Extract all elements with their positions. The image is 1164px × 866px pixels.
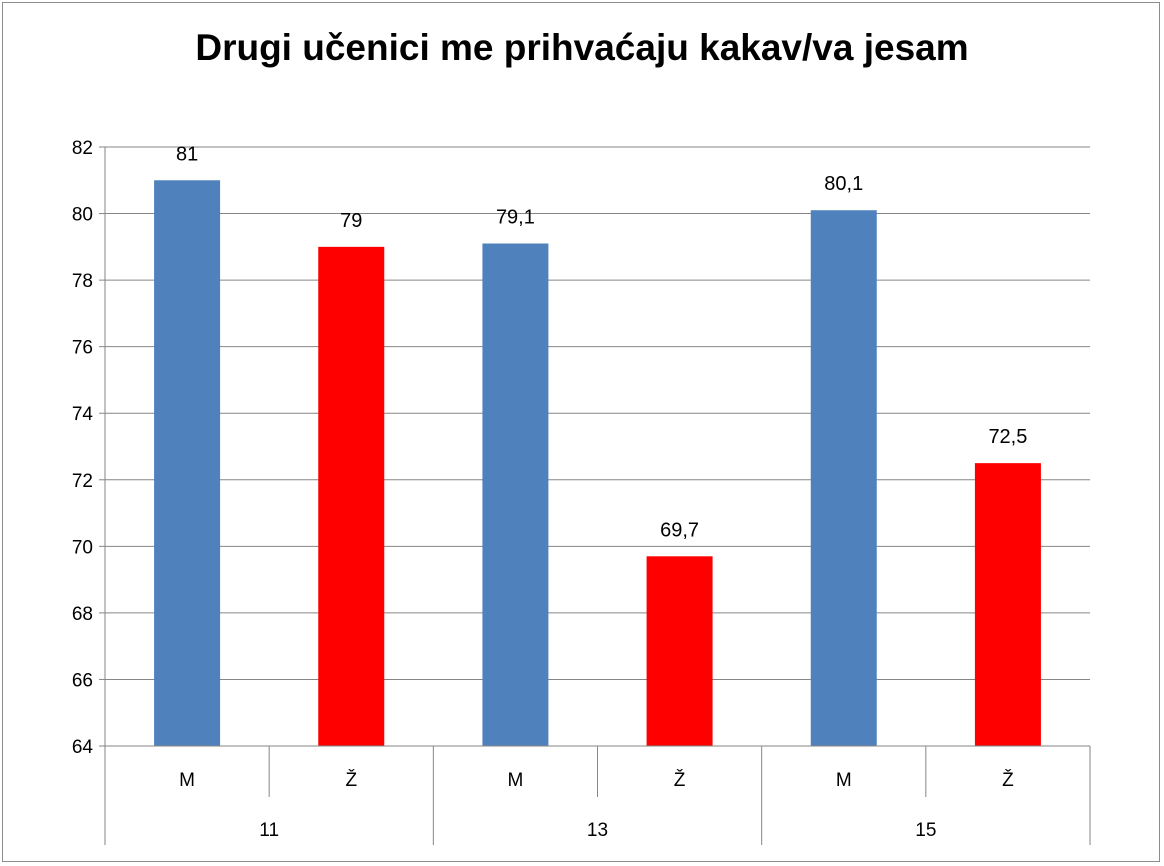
x-category-label: M [836, 770, 852, 791]
data-label: 79 [340, 210, 362, 232]
y-tick-label: 76 [72, 338, 93, 359]
y-tick-label: 64 [72, 737, 94, 758]
bar-13-M [482, 243, 549, 746]
chart-title: Drugi učenici me prihvaćaju kakav/va jes… [195, 27, 968, 68]
bar-11-M [154, 180, 221, 746]
x-category-label: Ž [1002, 769, 1014, 791]
bar-15-Ž [974, 463, 1041, 746]
gridlines [105, 146, 1090, 747]
data-label: 80,1 [824, 173, 863, 195]
x-group-label: 13 [587, 820, 608, 841]
y-tick-label: 80 [72, 205, 93, 226]
y-tick-label: 74 [72, 404, 94, 425]
bar-11-Ž [318, 246, 385, 747]
x-category-label: M [179, 770, 195, 791]
data-label: 69,7 [660, 519, 699, 541]
data-label: 72,5 [988, 426, 1027, 448]
x-group-label: 15 [915, 820, 936, 841]
y-tick-label: 68 [72, 604, 93, 625]
x-category-label: Ž [345, 769, 357, 791]
y-tick-label: 72 [72, 471, 93, 492]
bar-13-Ž [646, 556, 713, 746]
axes [104, 147, 1091, 845]
x-category-labels: M Ž 11 M Ž 13 M Ž 15 [179, 769, 1014, 841]
x-category-label: M [508, 770, 524, 791]
x-group-label: 11 [259, 820, 279, 841]
x-category-label: Ž [674, 769, 686, 791]
bar-15-M [810, 210, 877, 746]
y-tick-label: 66 [72, 670, 93, 691]
bars [154, 180, 1041, 747]
y-tick-label: 82 [72, 138, 93, 159]
y-tick-label: 70 [72, 537, 93, 558]
y-tick-labels: 64 66 68 70 72 74 76 78 80 82 [72, 138, 105, 758]
data-label: 81 [176, 143, 198, 165]
data-label: 79,1 [496, 207, 535, 229]
y-tick-label: 78 [72, 271, 93, 292]
data-labels: 81 79 79,1 69,7 80,1 72,5 [176, 143, 1027, 541]
